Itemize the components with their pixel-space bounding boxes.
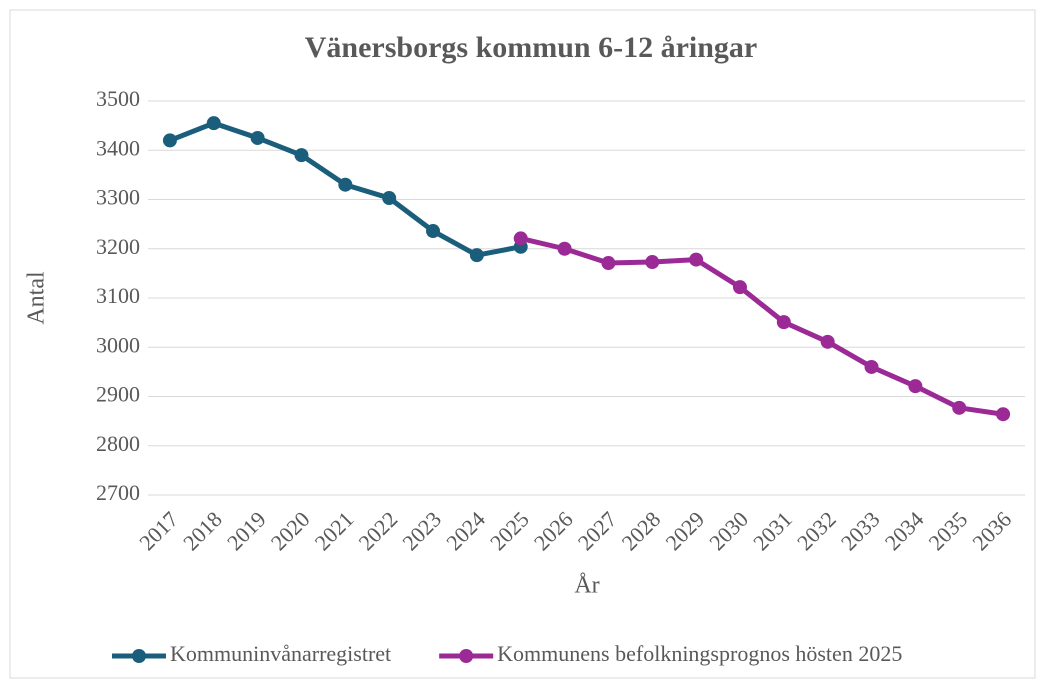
y-tick-label: 3500 (96, 86, 140, 111)
x-axis-title: År (574, 573, 599, 599)
data-point (645, 255, 660, 270)
y-tick-label: 3000 (96, 332, 140, 357)
data-point (426, 224, 441, 239)
y-tick-label: 2700 (96, 480, 140, 505)
data-point (513, 231, 528, 246)
series-line (520, 235, 1004, 417)
data-point (557, 241, 572, 256)
y-tick-label: 3300 (96, 185, 140, 210)
y-tick-label: 2900 (96, 382, 140, 407)
y-tick-label: 3400 (96, 135, 140, 160)
y-axis-title: Antal (24, 271, 50, 325)
data-point (776, 315, 791, 330)
y-tick-label: 2800 (96, 431, 140, 456)
data-point (908, 379, 923, 394)
y-tick-label: 3100 (96, 283, 140, 308)
data-point (820, 334, 835, 349)
y-tick-label: 3200 (96, 234, 140, 259)
data-point (162, 133, 177, 148)
legend-label: Kommuninvånarregistret (170, 641, 391, 666)
legend-label: Kommunens befolkningsprognos hösten 2025 (497, 641, 902, 666)
data-point (382, 191, 397, 206)
legend-marker (132, 649, 146, 663)
legend-marker (459, 649, 474, 663)
data-point (996, 407, 1011, 422)
chart-title: Vänersborgs kommun 6-12 åringar (305, 31, 758, 64)
data-point (732, 280, 747, 295)
data-point (250, 130, 265, 145)
data-point (294, 148, 309, 163)
data-point (469, 248, 484, 263)
data-point (864, 359, 879, 374)
data-point (338, 177, 353, 192)
chart-border (9, 9, 1036, 679)
data-point (952, 400, 967, 415)
data-point (601, 256, 616, 271)
data-point (206, 116, 221, 131)
data-point (689, 252, 704, 267)
